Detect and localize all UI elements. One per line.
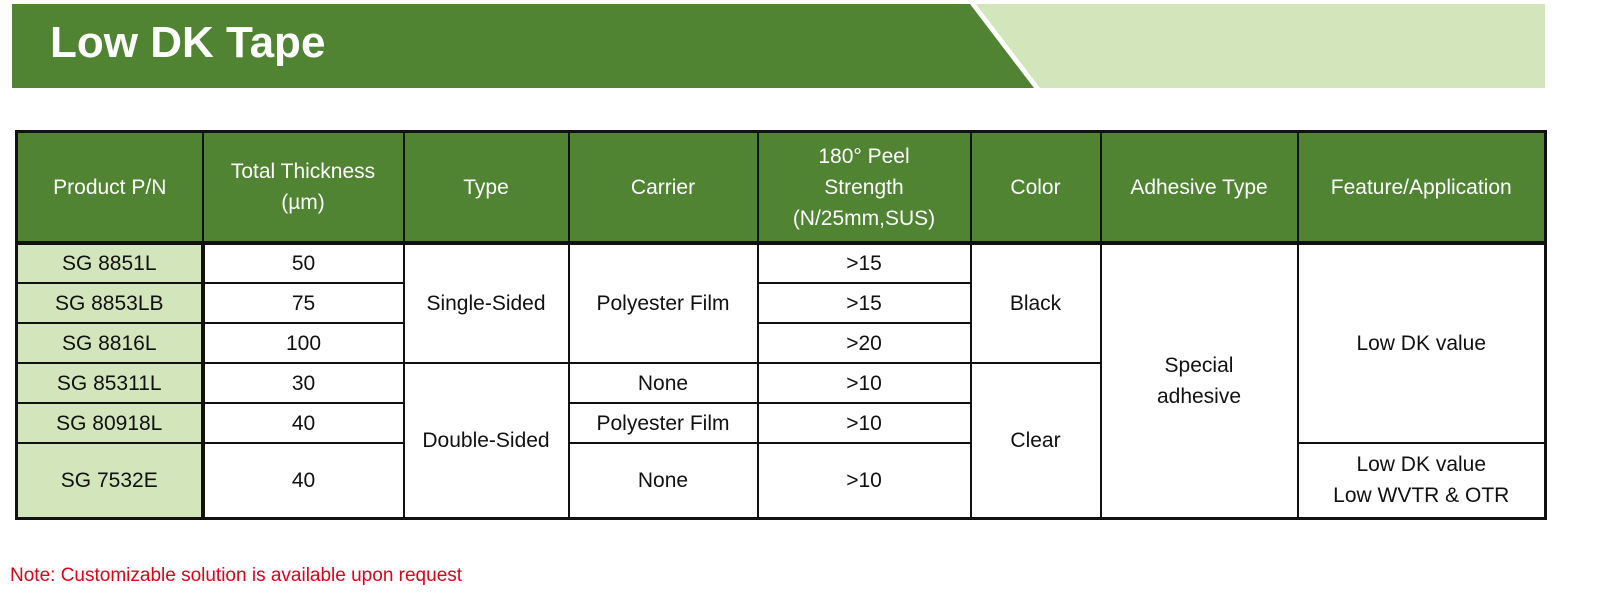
cell-peel: >10 [756,362,972,404]
header-peel: 180° Peel Strength (N/25mm,SUS) [756,130,972,244]
cell-carrier: None [567,442,759,519]
cell-type: Double-Sided [402,362,570,519]
feature-text: Low DK value [1356,453,1487,477]
cell-color: Clear [969,362,1102,519]
adhesive-text: adhesive [1156,384,1242,408]
header-color: Color [969,130,1102,244]
cell-type: Single-Sided [402,242,570,364]
header-product-pn: Product P/N [15,130,204,244]
cell-feature: Low DK value Low WVTR & OTR [1296,442,1547,519]
cell-thickness: 30 [201,362,405,404]
header-feature: Feature/Application [1296,130,1547,244]
footnote: Note: Customizable solution is available… [10,565,463,586]
cell-color: Black [969,242,1102,364]
table-header-row: Product P/N Total Thickness (µm) Type Car… [15,130,1547,244]
header-text: 180° Peel [818,144,910,168]
table-row: SG 8816L 100 >20 [15,322,1546,364]
header-text: Total Thickness [230,160,376,183]
cell-carrier: Polyester Film [567,402,759,444]
cell-carrier: Polyester Film [567,242,759,364]
header-carrier: Carrier [567,130,759,244]
cell-thickness: 40 [201,402,405,444]
header-adhesive: Adhesive Type [1099,130,1299,244]
cell-pn: SG 80918L [15,402,205,444]
table-row: SG 85311L 30 Double-Sided None >10 Clear [15,362,1546,519]
cell-carrier: None [567,362,759,404]
table-row: SG 8851L 50 Single-Sided Polyester Film … [15,242,1547,519]
cell-peel: >15 [756,242,972,284]
table-row: SG 80918L 40 Polyester Film >10 [15,402,1546,444]
cell-pn: SG 85311L [15,362,205,404]
header-type: Type [402,130,570,244]
header-text: (N/25mm,SUS) [792,206,936,230]
header-text: Strength [824,175,904,199]
cell-pn: SG 8851L [15,242,205,284]
title-banner [12,4,1034,88]
cell-thickness: 50 [201,242,405,284]
cell-thickness: 100 [201,322,405,364]
cell-peel: >15 [756,282,972,324]
feature-text: Low WVTR & OTR [1333,484,1510,508]
cell-pn: SG 7532E [15,442,205,519]
cell-thickness: 75 [201,282,405,324]
cell-pn: SG 8816L [15,322,205,364]
cell-thickness: 40 [201,442,405,519]
cell-pn: SG 8853LB [15,282,205,324]
product-table: Product P/N Total Thickness (µm) Type Car… [15,130,1547,520]
cell-peel: >20 [756,322,972,364]
header-thickness: Total Thickness (µm) [201,130,405,244]
cell-peel: >10 [756,402,972,444]
title-banner-accent [976,4,1545,88]
cell-feature: Low DK value [1296,242,1547,444]
cell-peel: >10 [756,442,972,519]
cell-adhesive: Special adhesive [1099,242,1299,519]
page-title: Low DK Tape [50,18,326,67]
header-text: (µm) [281,191,325,214]
adhesive-text: Special [1164,353,1234,377]
table-row: SG 8853LB 75 >15 [15,282,1546,324]
table-row: SG 7532E 40 None >10 Low DK value Low WVT… [15,442,1547,519]
